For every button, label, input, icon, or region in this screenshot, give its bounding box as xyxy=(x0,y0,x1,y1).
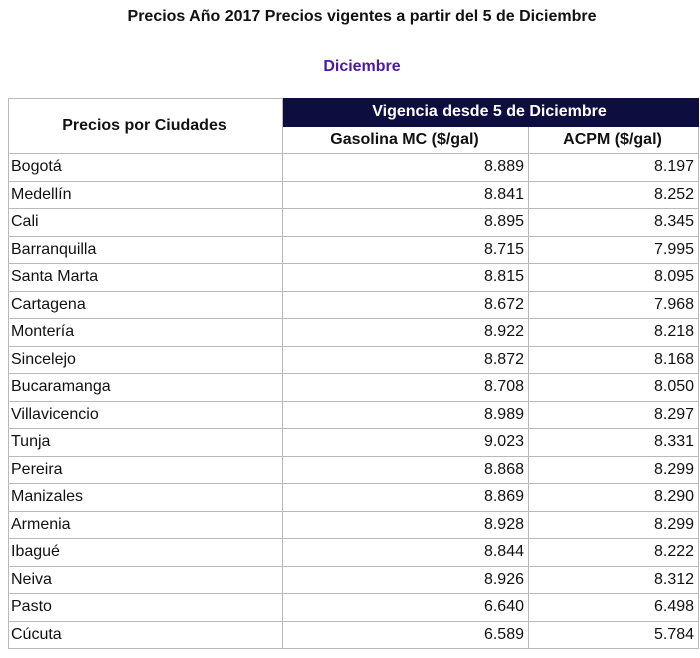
city-cell: Manizales xyxy=(8,483,283,512)
price-cell: 8.331 xyxy=(527,428,700,457)
city-cell: Bogotá xyxy=(8,153,283,182)
price-cell: 6.589 xyxy=(282,620,529,649)
table-row: Medellín 8.841 8.252 xyxy=(8,180,700,209)
price-cell: 8.869 xyxy=(282,483,529,512)
price-cell: 8.299 xyxy=(527,455,700,484)
price-cell: 8.312 xyxy=(527,565,700,594)
table-row: Villavicencio 8.989 8.297 xyxy=(8,400,700,429)
city-cell: Ibagué xyxy=(8,538,283,567)
city-cell: Santa Marta xyxy=(8,263,283,292)
table-row: Montería 8.922 8.218 xyxy=(8,318,700,347)
city-cell: Barranquilla xyxy=(8,235,283,264)
table-row: Pasto 6.640 6.498 xyxy=(8,593,700,622)
price-cell: 8.345 xyxy=(527,208,700,237)
price-cell: 8.252 xyxy=(527,180,700,209)
table-row: Manizales 8.869 8.290 xyxy=(8,483,700,512)
price-cell: 8.841 xyxy=(282,180,529,209)
price-cell: 8.197 xyxy=(527,153,700,182)
table-row: Ibagué 8.844 8.222 xyxy=(8,538,700,567)
city-cell: Montería xyxy=(8,318,283,347)
city-cell: Villavicencio xyxy=(8,400,283,429)
table-row: Pereira 8.868 8.299 xyxy=(8,455,700,484)
price-table: Precios por Ciudades Vigencia desde 5 de… xyxy=(8,98,700,649)
price-cell: 6.640 xyxy=(282,593,529,622)
price-cell: 8.672 xyxy=(282,290,529,319)
city-cell: Sincelejo xyxy=(8,345,283,374)
table-row: Bucaramanga 8.708 8.050 xyxy=(8,373,700,402)
price-cell: 8.168 xyxy=(527,345,700,374)
price-cell: 8.928 xyxy=(282,510,529,539)
price-cell: 6.498 xyxy=(527,593,700,622)
price-cell: 9.023 xyxy=(282,428,529,457)
column-header: ACPM ($/gal) xyxy=(527,125,700,154)
price-cell: 8.815 xyxy=(282,263,529,292)
city-cell: Cali xyxy=(8,208,283,237)
row-header: Precios por Ciudades xyxy=(8,98,283,154)
city-cell: Cartagena xyxy=(8,290,283,319)
city-cell: Cúcuta xyxy=(8,620,283,649)
price-cell: 8.050 xyxy=(527,373,700,402)
city-cell: Bucaramanga xyxy=(8,373,283,402)
column-header: Gasolina MC ($/gal) xyxy=(282,125,529,154)
price-cell: 8.926 xyxy=(282,565,529,594)
price-cell: 8.297 xyxy=(527,400,700,429)
price-cell: 8.222 xyxy=(527,538,700,567)
price-cell: 8.708 xyxy=(282,373,529,402)
price-cell: 8.844 xyxy=(282,538,529,567)
city-cell: Armenia xyxy=(8,510,283,539)
month-heading: Diciembre xyxy=(323,58,401,75)
price-cell: 8.989 xyxy=(282,400,529,429)
city-cell: Tunja xyxy=(8,428,283,457)
price-cell: 8.895 xyxy=(282,208,529,237)
table-body: Bogotá 8.889 8.197 Medellín 8.841 8.252 Cali 8.… xyxy=(8,153,700,649)
table-row: Armenia 8.928 8.299 xyxy=(8,510,700,539)
price-cell: 8.218 xyxy=(527,318,700,347)
price-cell: 8.922 xyxy=(282,318,529,347)
group-header: Vigencia desde 5 de Diciembre xyxy=(281,98,700,127)
table-row: Neiva 8.926 8.312 xyxy=(8,565,700,594)
table-row: Cúcuta 6.589 5.784 xyxy=(8,620,700,649)
city-cell: Pasto xyxy=(8,593,283,622)
price-cell: 7.995 xyxy=(527,235,700,264)
city-cell: Neiva xyxy=(8,565,283,594)
price-cell: 5.784 xyxy=(527,620,700,649)
price-cell: 8.095 xyxy=(527,263,700,292)
table-row: Bogotá 8.889 8.197 xyxy=(8,153,700,182)
city-cell: Pereira xyxy=(8,455,283,484)
table-row: Cartagena 8.672 7.968 xyxy=(8,290,700,319)
table-row: Barranquilla 8.715 7.995 xyxy=(8,235,700,264)
price-cell: 8.715 xyxy=(282,235,529,264)
city-cell: Medellín xyxy=(8,180,283,209)
table-row: Cali 8.895 8.345 xyxy=(8,208,700,237)
price-cell: 8.872 xyxy=(282,345,529,374)
price-cell: 8.299 xyxy=(527,510,700,539)
price-cell: 7.968 xyxy=(527,290,700,319)
page-title: Precios Año 2017 Precios vigentes a part… xyxy=(127,8,597,25)
price-cell: 8.868 xyxy=(282,455,529,484)
table-row: Sincelejo 8.872 8.168 xyxy=(8,345,700,374)
table-row: Santa Marta 8.815 8.095 xyxy=(8,263,700,292)
table-row: Tunja 9.023 8.331 xyxy=(8,428,700,457)
price-cell: 8.290 xyxy=(527,483,700,512)
price-cell: 8.889 xyxy=(282,153,529,182)
